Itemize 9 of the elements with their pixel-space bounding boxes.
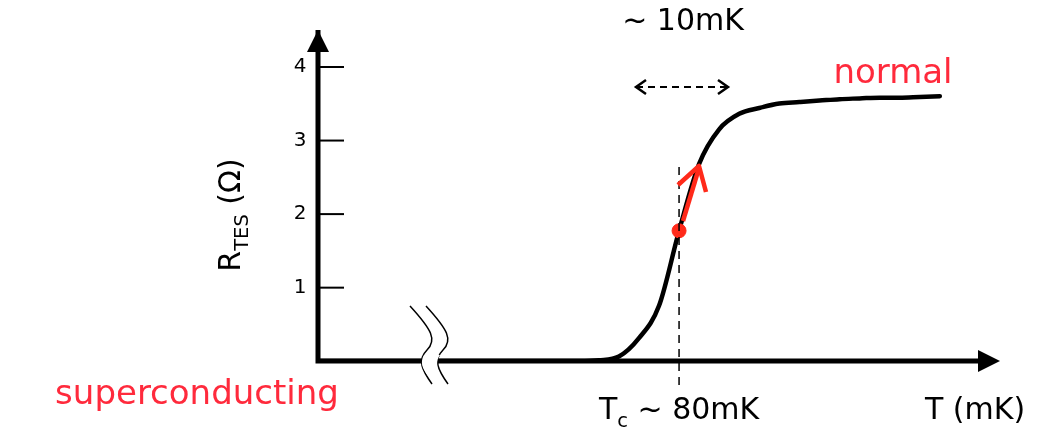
text: superconducting — [55, 371, 339, 412]
annotation: normal — [833, 50, 953, 91]
y-axis-title: RTES (Ω) — [211, 158, 253, 272]
y-tick-label: 4 — [293, 52, 307, 77]
annotation: ~ 10mK — [622, 1, 746, 37]
y-tick-label: 1 — [293, 273, 307, 298]
y-tick-label: 2 — [293, 200, 307, 225]
y-tick-label: 3 — [293, 126, 307, 151]
x-axis-title: T (mK) — [923, 390, 1026, 426]
